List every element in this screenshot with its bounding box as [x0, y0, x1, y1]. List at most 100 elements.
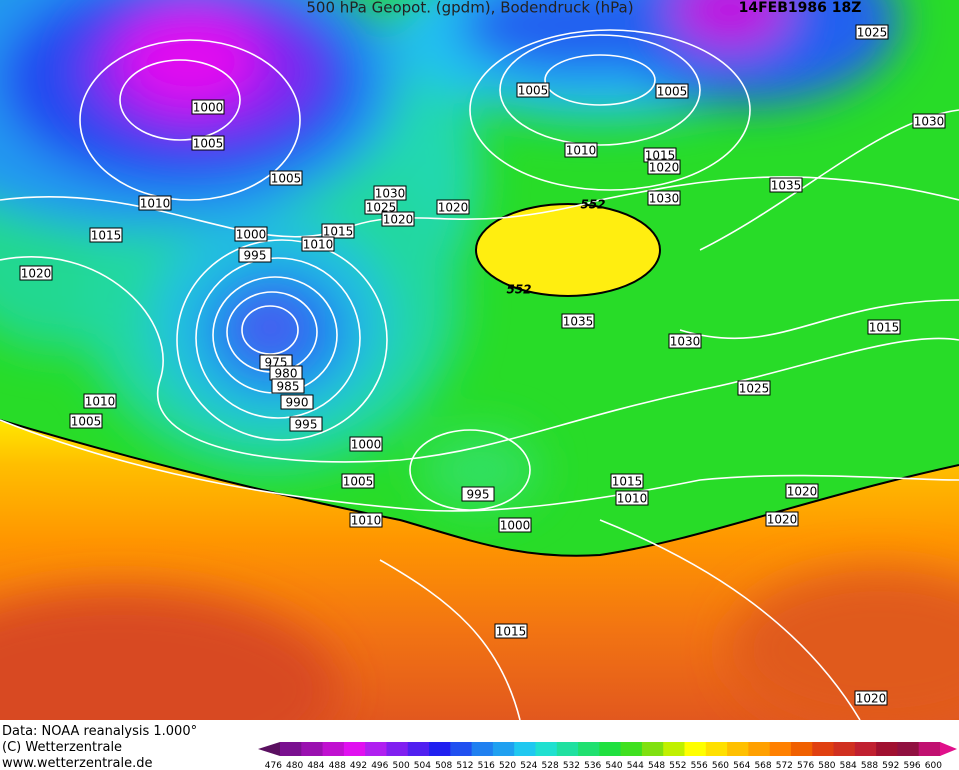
pressure-label: 1015	[323, 225, 354, 239]
scale-label: 480	[286, 761, 303, 770]
label-box	[289, 416, 323, 432]
label-box	[138, 195, 172, 211]
pressure-label: 995	[295, 418, 318, 432]
website: www.wetterzentrale.de	[2, 756, 152, 770]
height-label: 552	[506, 283, 531, 297]
scale-swatch	[748, 742, 771, 756]
label-box	[498, 517, 532, 533]
label-box	[191, 135, 225, 151]
scale-label: 584	[840, 761, 857, 770]
scale-swatch	[599, 742, 622, 756]
scale-label: 600	[925, 761, 942, 770]
scale-label: 552	[669, 761, 686, 770]
pressure-label: 990	[286, 396, 309, 410]
pressure-label: 1005	[71, 415, 102, 429]
label-box	[436, 199, 470, 215]
label-box	[321, 223, 355, 239]
scale-swatch	[492, 742, 515, 756]
label-box	[238, 247, 272, 263]
pressure-label: 1025	[366, 201, 397, 215]
pressure-label: 1015	[645, 149, 676, 163]
scale-swatch	[578, 742, 600, 756]
scale-label: 484	[307, 761, 324, 770]
pressure-label: 1015	[496, 625, 527, 639]
scale-swatch	[684, 742, 707, 756]
scale-swatch	[450, 742, 473, 756]
scale-label: 488	[329, 761, 346, 770]
pressure-label: 1020	[767, 513, 798, 527]
pressure-label: 1005	[271, 172, 302, 186]
pressure-label: 1020	[649, 161, 680, 175]
scale-swatch	[343, 742, 366, 756]
scale-label: 572	[776, 761, 793, 770]
pressure-label: 1010	[566, 144, 597, 158]
data-source: Data: NOAA reanalysis 1.000°	[2, 724, 197, 739]
pressure-label: 1025	[857, 26, 888, 40]
scale-swatch	[620, 742, 643, 756]
label-box	[349, 512, 383, 528]
scale-label: 500	[393, 761, 410, 770]
pressure-label: 1015	[612, 475, 643, 489]
pressure-label: 1030	[649, 192, 680, 206]
scale-label: 592	[882, 761, 899, 770]
label-box	[668, 333, 702, 349]
scale-swatch	[897, 742, 920, 756]
pressure-label: 1000	[500, 519, 531, 533]
scale-label: 588	[861, 761, 878, 770]
label-box	[89, 227, 123, 243]
copyright: (C) Wetterzentrale	[2, 740, 122, 755]
label-box	[494, 623, 528, 639]
pressure-label: 1010	[140, 197, 171, 211]
scale-swatch	[407, 742, 430, 756]
pressure-label: 1010	[303, 238, 334, 252]
pressure-label: 1005	[193, 137, 224, 151]
pressure-label: 1020	[787, 485, 818, 499]
scale-swatch	[918, 742, 941, 756]
scale-swatch	[663, 742, 686, 756]
scale-end	[258, 742, 280, 756]
label-box	[655, 83, 689, 99]
scale-label: 548	[648, 761, 665, 770]
label-box	[615, 490, 649, 506]
label-box	[854, 690, 888, 706]
pressure-label: 995	[244, 249, 267, 263]
scale-label: 476	[265, 761, 282, 770]
scale-label: 536	[584, 761, 601, 770]
scale-label: 532	[563, 761, 580, 770]
scale-label: 508	[435, 761, 452, 770]
pressure-label: 1015	[869, 321, 900, 335]
map-date: 14FEB1986 18Z	[739, 0, 862, 16]
scale-swatch	[471, 742, 494, 756]
scale-swatch	[386, 742, 409, 756]
scale-swatch	[556, 742, 579, 756]
scale-label: 544	[627, 761, 644, 770]
pressure-label: 980	[275, 367, 298, 381]
pressure-label: 1015	[91, 229, 122, 243]
pressure-label: 1005	[518, 84, 549, 98]
label-box	[855, 24, 889, 40]
scale-swatch	[535, 742, 558, 756]
pressure-label: 1020	[856, 692, 887, 706]
scale-label: 492	[350, 761, 367, 770]
label-box	[271, 378, 305, 394]
label-box	[191, 99, 225, 115]
pressure-label: 1000	[193, 101, 224, 115]
label-box	[349, 436, 383, 452]
pressure-label: 1035	[563, 315, 594, 329]
height-label: 552	[580, 198, 605, 212]
scale-label: 524	[520, 761, 537, 770]
pressure-label: 1030	[375, 187, 406, 201]
label-box	[564, 142, 598, 158]
scale-swatch	[727, 742, 749, 756]
scale-label: 528	[542, 761, 559, 770]
pressure-label: 1030	[670, 335, 701, 349]
label-box	[69, 413, 103, 429]
pressure-label: 1035	[771, 179, 802, 193]
pressure-label: 1005	[343, 475, 374, 489]
label-box	[785, 483, 819, 499]
scale-swatch	[322, 742, 345, 756]
label-box	[341, 473, 375, 489]
scale-label: 560	[712, 761, 729, 770]
pressure-label: 1010	[85, 395, 116, 409]
